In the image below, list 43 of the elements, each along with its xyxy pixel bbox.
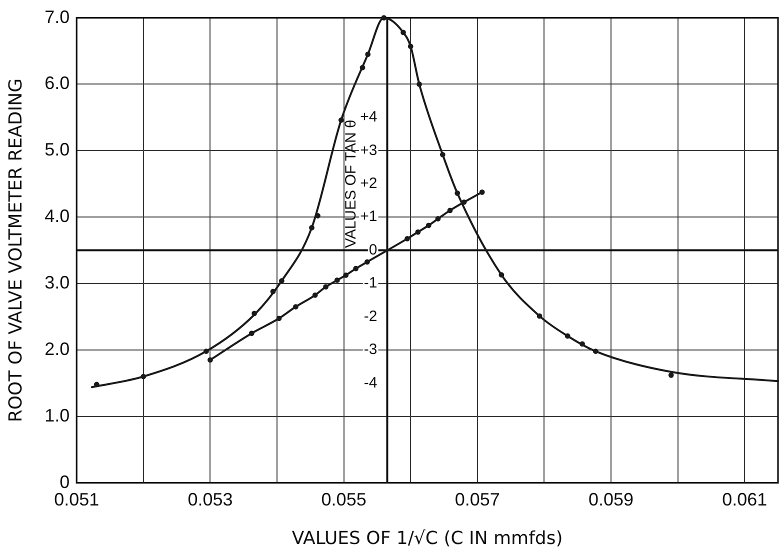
y-tick-label: 3.0 (44, 272, 70, 292)
y2-tick-label: +3 (360, 142, 378, 159)
point (208, 357, 213, 363)
x-tick-label: 0.053 (188, 490, 233, 510)
x-tick-label: 0.057 (454, 490, 500, 510)
point (479, 189, 485, 195)
point (323, 284, 328, 290)
point (276, 316, 282, 322)
y2-tick-label: +4 (360, 108, 378, 126)
y2-tick-label: -2 (364, 308, 378, 325)
x-tick-label: 0.055 (321, 490, 366, 510)
point (353, 266, 359, 272)
x-tick-label: 0.061 (722, 490, 768, 510)
point (312, 292, 318, 298)
y-tick-label: 0 (60, 472, 70, 492)
point (334, 277, 340, 283)
y2-tick-label: +2 (360, 175, 378, 192)
y-tick-label: 4.0 (44, 206, 70, 226)
y2-tick-label: -4 (364, 374, 378, 392)
y2-tick-label: +1 (360, 208, 378, 226)
x-axis-title: VALUES OF 1/√C (C IN mmfds) (292, 528, 563, 549)
point (668, 372, 674, 378)
y-tick-label: 1.0 (44, 405, 70, 426)
point (248, 330, 254, 336)
x-tick-label: 0.059 (588, 490, 634, 510)
point (293, 304, 298, 310)
y-axis-title: ROOT OF VALVE VOLTMETER READING (5, 78, 26, 422)
y2-tick-label: -3 (364, 341, 378, 358)
y2-axis-title: VALUES OF TAN θ (342, 120, 360, 248)
y2-tick-label: 0 (368, 241, 378, 258)
y-tick-label: 2.0 (44, 338, 70, 359)
y-tick-label: 5.0 (44, 140, 70, 160)
point (404, 236, 410, 242)
point (364, 259, 370, 265)
point (426, 222, 432, 228)
y-tick-label: 6.0 (44, 73, 70, 94)
y-tick-label: 7.0 (44, 6, 70, 27)
y2-tick-label: -1 (364, 274, 378, 292)
point (447, 208, 453, 214)
point (435, 216, 441, 222)
point (415, 229, 421, 235)
point (343, 272, 349, 278)
x-tick-label: 0.051 (54, 490, 100, 510)
